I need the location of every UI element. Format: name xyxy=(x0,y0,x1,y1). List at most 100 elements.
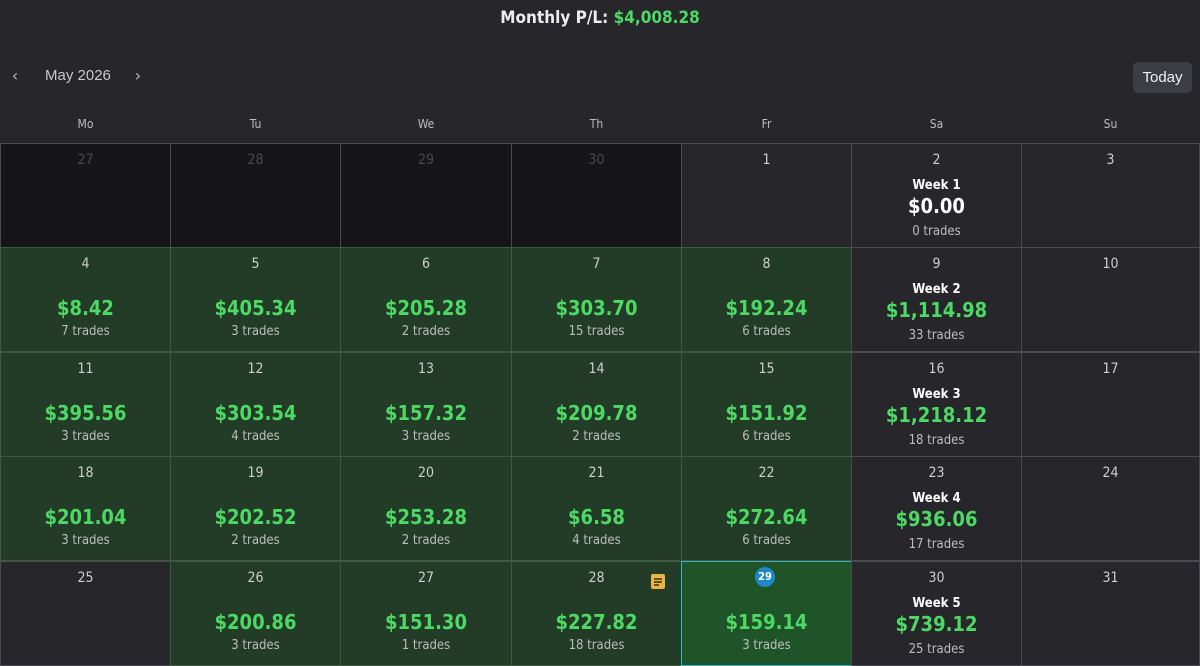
day-cell[interactable]: 31 xyxy=(1021,561,1200,666)
day-number: 14 xyxy=(588,361,605,377)
day-trade-count: 4 trades xyxy=(231,429,280,444)
day-trade-count: 3 trades xyxy=(401,429,451,444)
day-trade-count: 2 trades xyxy=(572,429,621,444)
day-number: 25 xyxy=(77,570,94,586)
day-number: 1 xyxy=(762,152,771,168)
day-pl-amount: $303.54 xyxy=(214,401,297,425)
day-trade-count: 3 trades xyxy=(742,638,791,653)
day-cell[interactable]: 5 $405.34 3 trades xyxy=(170,247,341,352)
day-number: 8 xyxy=(762,256,771,272)
day-cell[interactable]: 6 $205.28 2 trades xyxy=(340,247,512,352)
day-pl-amount: $205.28 xyxy=(385,296,467,320)
day-cell[interactable]: 30 xyxy=(511,143,682,248)
day-pl-amount: $272.64 xyxy=(725,505,808,529)
day-number: 12 xyxy=(247,361,264,377)
day-pl-amount: $405.34 xyxy=(214,296,297,320)
day-cell[interactable]: 15 $151.92 6 trades xyxy=(681,352,852,457)
week-pl-amount: $739.12 xyxy=(895,612,978,636)
day-cell[interactable]: 29 xyxy=(340,143,512,248)
current-month-label: May 2026 xyxy=(45,67,111,84)
day-trade-count: 6 trades xyxy=(742,533,791,548)
day-pl-amount: $192.24 xyxy=(725,296,808,320)
day-number: 11 xyxy=(77,361,94,377)
note-icon[interactable] xyxy=(651,574,665,589)
day-number: 5 xyxy=(251,256,260,272)
day-number: 28 xyxy=(588,570,605,586)
day-trade-count: 3 trades xyxy=(231,638,280,653)
week-label: Week 4 xyxy=(912,491,961,506)
day-cell[interactable]: 1 xyxy=(681,143,852,248)
today-button[interactable]: Today xyxy=(1133,62,1192,93)
day-pl-amount: $200.86 xyxy=(214,610,297,634)
day-number: 6 xyxy=(421,256,430,272)
week-summary-cell[interactable]: 23 Week 4 $936.06 17 trades xyxy=(851,456,1022,561)
day-pl-amount: $303.70 xyxy=(555,296,638,320)
day-number: 30 xyxy=(928,570,945,586)
day-cell[interactable]: 10 xyxy=(1021,247,1200,352)
day-cell[interactable]: 24 xyxy=(1021,456,1200,561)
day-cell[interactable]: 25 xyxy=(0,561,171,666)
week-label: Week 3 xyxy=(912,387,961,402)
day-number: 21 xyxy=(588,465,605,481)
day-cell[interactable]: 27 xyxy=(0,143,171,248)
chevron-left-icon[interactable]: ‹ xyxy=(11,66,19,85)
day-pl-amount: $209.78 xyxy=(555,401,638,425)
week-summary-cell[interactable]: 2 Week 1 $0.00 0 trades xyxy=(851,143,1022,248)
day-cell[interactable]: 4 $8.42 7 trades xyxy=(0,247,171,352)
week-label: Week 2 xyxy=(912,282,961,297)
day-cell[interactable]: 22 $272.64 6 trades xyxy=(681,456,852,561)
day-number: 22 xyxy=(758,465,775,481)
week-summary-cell[interactable]: 30 Week 5 $739.12 25 trades xyxy=(851,561,1022,666)
day-number: 17 xyxy=(1102,361,1119,377)
day-pl-amount: $151.30 xyxy=(385,610,467,634)
day-cell[interactable]: 19 $202.52 2 trades xyxy=(170,456,341,561)
day-cell[interactable]: 12 $303.54 4 trades xyxy=(170,352,341,457)
weekday-label-sa: Sa xyxy=(929,117,944,131)
day-cell[interactable]: 11 $395.56 3 trades xyxy=(0,352,171,457)
day-trade-count: 1 trades xyxy=(401,638,451,653)
day-pl-amount: $151.92 xyxy=(725,401,808,425)
day-trade-count: 3 trades xyxy=(231,324,280,339)
day-pl-amount: $227.82 xyxy=(555,610,638,634)
day-pl-amount: $159.14 xyxy=(725,610,808,634)
day-cell[interactable]: 14 $209.78 2 trades xyxy=(511,352,682,457)
day-cell[interactable]: 20 $253.28 2 trades xyxy=(340,456,512,561)
day-pl-amount: $395.56 xyxy=(44,401,127,425)
month-navigation: ‹ May 2026 › xyxy=(0,60,1200,96)
day-cell[interactable]: 28 xyxy=(170,143,341,248)
week-trade-count: 17 trades xyxy=(908,537,965,552)
weekday-label-fr: Fr xyxy=(761,117,772,131)
day-cell[interactable]: 18 $201.04 3 trades xyxy=(0,456,171,561)
day-number: 29 xyxy=(417,152,435,168)
day-cell[interactable]: 26 $200.86 3 trades xyxy=(170,561,341,666)
weekday-label-su: Su xyxy=(1103,117,1118,131)
weekday-header-row: Mo Tu We Th Fr Sa Su xyxy=(0,112,1200,136)
day-pl-amount: $202.52 xyxy=(214,505,297,529)
day-pl-amount: $253.28 xyxy=(385,505,467,529)
day-cell[interactable]: 13 $157.32 3 trades xyxy=(340,352,512,457)
day-number: 30 xyxy=(588,152,605,168)
day-cell[interactable]: 28 $227.82 18 trades xyxy=(511,561,682,666)
day-cell[interactable]: 8 $192.24 6 trades xyxy=(681,247,852,352)
day-cell[interactable]: 21 $6.58 4 trades xyxy=(511,456,682,561)
day-trade-count: 18 trades xyxy=(568,638,625,653)
week-summary-cell[interactable]: 16 Week 3 $1,218.12 18 trades xyxy=(851,352,1022,457)
week-summary-cell[interactable]: 9 Week 2 $1,114.98 33 trades xyxy=(851,247,1022,352)
day-cell[interactable]: 29 $159.14 3 trades xyxy=(681,561,852,666)
day-pl-amount: $157.32 xyxy=(385,401,467,425)
chevron-right-icon[interactable]: › xyxy=(134,66,142,85)
day-cell[interactable]: 17 xyxy=(1021,352,1200,457)
weekday-label-th: Th xyxy=(589,117,604,131)
day-cell[interactable]: 7 $303.70 15 trades xyxy=(511,247,682,352)
day-number: 23 xyxy=(928,465,945,481)
day-number: 4 xyxy=(81,256,90,272)
day-trade-count: 4 trades xyxy=(572,533,621,548)
day-cell[interactable]: 27 $151.30 1 trades xyxy=(340,561,512,666)
day-number: 15 xyxy=(758,361,775,377)
week-trade-count: 33 trades xyxy=(908,328,965,343)
day-pl-amount: $8.42 xyxy=(57,296,114,320)
day-number: 26 xyxy=(247,570,264,586)
day-number: 24 xyxy=(1102,465,1119,481)
weekday-label-we: We xyxy=(417,117,435,131)
day-cell[interactable]: 3 xyxy=(1021,143,1200,248)
